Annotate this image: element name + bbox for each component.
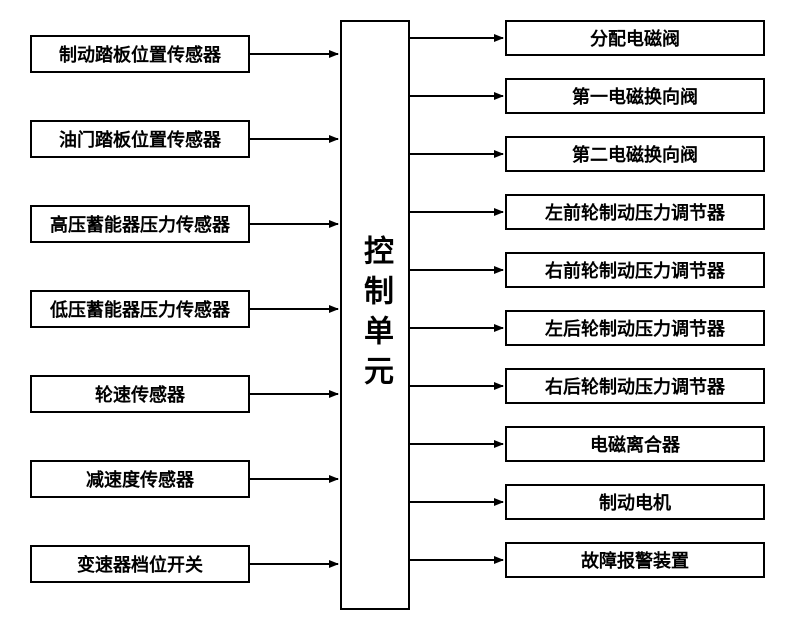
lp-accumulator-sensor-label: 低压蓄能器压力传感器 <box>50 296 230 322</box>
distribution-solenoid: 分配电磁阀 <box>505 20 765 56</box>
fault-alarm-device-label: 故障报警装置 <box>581 547 689 573</box>
brake-motor-label: 制动电机 <box>599 489 671 515</box>
transmission-gear-switch: 变速器档位开关 <box>30 545 250 583</box>
throttle-pedal-sensor-label: 油门踏板位置传感器 <box>59 126 221 152</box>
rl-brake-regulator: 左后轮制动压力调节器 <box>505 310 765 346</box>
control-unit: 控制单元 <box>340 20 410 610</box>
hp-accumulator-sensor-label: 高压蓄能器压力传感器 <box>50 211 230 237</box>
deceleration-sensor: 减速度传感器 <box>30 460 250 498</box>
fr-brake-regulator: 右前轮制动压力调节器 <box>505 252 765 288</box>
second-em-directional: 第二电磁换向阀 <box>505 136 765 172</box>
diagram-canvas: 控制单元 制动踏板位置传感器油门踏板位置传感器高压蓄能器压力传感器低压蓄能器压力… <box>0 0 800 635</box>
rl-brake-regulator-label: 左后轮制动压力调节器 <box>545 315 725 341</box>
wheel-speed-sensor-label: 轮速传感器 <box>95 381 185 407</box>
wheel-speed-sensor: 轮速传感器 <box>30 375 250 413</box>
lp-accumulator-sensor: 低压蓄能器压力传感器 <box>30 290 250 328</box>
brake-pedal-sensor: 制动踏板位置传感器 <box>30 35 250 73</box>
rr-brake-regulator: 右后轮制动压力调节器 <box>505 368 765 404</box>
rr-brake-regulator-label: 右后轮制动压力调节器 <box>545 373 725 399</box>
fl-brake-regulator: 左前轮制动压力调节器 <box>505 194 765 230</box>
brake-pedal-sensor-label: 制动踏板位置传感器 <box>59 41 221 67</box>
control-unit-label: 控制单元 <box>353 235 397 395</box>
brake-motor: 制动电机 <box>505 484 765 520</box>
first-em-directional: 第一电磁换向阀 <box>505 78 765 114</box>
deceleration-sensor-label: 减速度传感器 <box>86 466 194 492</box>
fl-brake-regulator-label: 左前轮制动压力调节器 <box>545 199 725 225</box>
distribution-solenoid-label: 分配电磁阀 <box>590 25 680 51</box>
first-em-directional-label: 第一电磁换向阀 <box>572 83 698 109</box>
throttle-pedal-sensor: 油门踏板位置传感器 <box>30 120 250 158</box>
em-clutch-label: 电磁离合器 <box>590 431 680 457</box>
fault-alarm-device: 故障报警装置 <box>505 542 765 578</box>
em-clutch: 电磁离合器 <box>505 426 765 462</box>
second-em-directional-label: 第二电磁换向阀 <box>572 141 698 167</box>
fr-brake-regulator-label: 右前轮制动压力调节器 <box>545 257 725 283</box>
hp-accumulator-sensor: 高压蓄能器压力传感器 <box>30 205 250 243</box>
transmission-gear-switch-label: 变速器档位开关 <box>77 551 203 577</box>
